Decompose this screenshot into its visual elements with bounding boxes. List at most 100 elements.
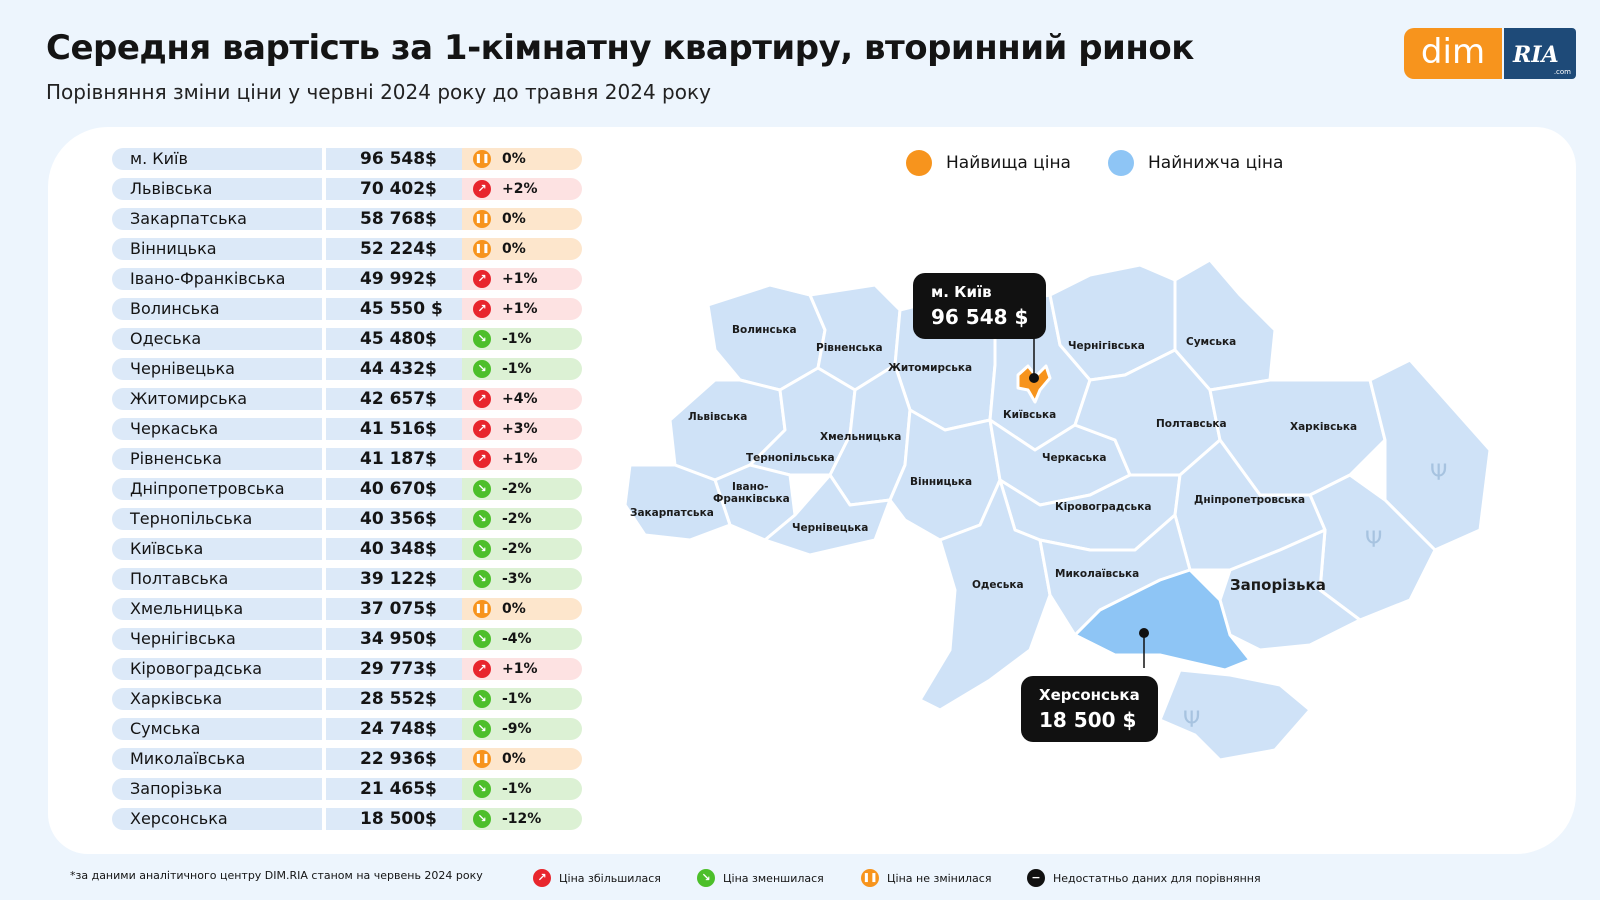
region-khersonska <box>1073 568 1252 672</box>
callout-kyiv-price: 96 548 $ <box>931 305 1029 329</box>
price-change: ↘ -1% <box>462 778 582 800</box>
region-price: 70 402$ <box>326 178 462 200</box>
region-chernivetska <box>763 473 892 557</box>
price-change: ↘ -2% <box>462 508 582 530</box>
arrow-down-icon: ↘ <box>473 570 491 588</box>
label-zakarpatska: Закарпатська <box>630 507 714 519</box>
price-change-value: 0% <box>502 601 526 617</box>
region-name: Тернопільська <box>112 508 322 530</box>
region-price: 49 992$ <box>326 268 462 290</box>
region-price: 58 768$ <box>326 208 462 230</box>
arrow-down-icon: ↘ <box>473 810 491 828</box>
price-change-value: -12% <box>502 811 542 827</box>
arrow-down-icon: ↘ <box>473 630 491 648</box>
table-row: Чернігівська 34 950$ ↘ -4% <box>112 628 582 650</box>
legend-highest: Найвища ціна <box>906 150 1071 176</box>
region-price: 28 552$ <box>326 688 462 710</box>
region-name: Кіровоградська <box>112 658 322 680</box>
table-row: Чернівецька 44 432$ ↘ -1% <box>112 358 582 380</box>
price-change-value: +2% <box>502 181 538 197</box>
price-change: ❚❚ 0% <box>462 598 582 620</box>
label-kyivska: Київська <box>1003 409 1056 421</box>
price-change-value: 0% <box>502 241 526 257</box>
table-row: Житомирська 42 657$ ↗ +4% <box>112 388 582 410</box>
label-sumska: Сумська <box>1186 336 1236 348</box>
table-row: Львівська 70 402$ ↗ +2% <box>112 178 582 200</box>
region-name: Вінницька <box>112 238 322 260</box>
label-zhytomyrska: Житомирська <box>888 362 972 374</box>
label-zaporizka: Запорізька <box>1230 576 1326 594</box>
price-change: ↗ +1% <box>462 268 582 290</box>
region-name: Івано-Франківська <box>112 268 322 290</box>
price-change-value: +1% <box>502 271 538 287</box>
price-change-value: +3% <box>502 421 538 437</box>
region-name: Київська <box>112 538 322 560</box>
arrow-up-icon: ↗ <box>473 180 491 198</box>
table-row: м. Київ 96 548$ ❚❚ 0% <box>112 148 582 170</box>
pause-icon: ❚❚ <box>473 240 491 258</box>
legend-highest-label: Найвища ціна <box>946 153 1071 173</box>
price-change: ↗ +1% <box>462 658 582 680</box>
region-price: 96 548$ <box>326 148 462 170</box>
price-change-value: -2% <box>502 541 532 557</box>
price-change: ↗ +3% <box>462 418 582 440</box>
region-name: Житомирська <box>112 388 322 410</box>
arrow-down-icon: ↘ <box>473 480 491 498</box>
table-row: Сумська 24 748$ ↘ -9% <box>112 718 582 740</box>
table-row: Івано-Франківська 49 992$ ↗ +1% <box>112 268 582 290</box>
price-change-value: 0% <box>502 751 526 767</box>
callout-kherson-name: Херсонська <box>1039 686 1140 704</box>
table-row: Тернопільська 40 356$ ↘ -2% <box>112 508 582 530</box>
region-luhanska <box>1368 358 1492 552</box>
table-row: Одеська 45 480$ ↘ -1% <box>112 328 582 350</box>
logo-ria-text: RIA <box>1513 42 1559 68</box>
arrow-up-icon: ↗ <box>473 660 491 678</box>
price-change: ↘ -4% <box>462 628 582 650</box>
trident-icon-crimea: Ψ <box>1183 708 1200 733</box>
price-change-value: -3% <box>502 571 532 587</box>
table-row: Херсонська 18 500$ ↘ -12% <box>112 808 582 830</box>
region-name: Чернівецька <box>112 358 322 380</box>
page-subtitle: Порівняння зміни ціни у червні 2024 року… <box>46 80 711 104</box>
table-row: Миколаївська 22 936$ ❚❚ 0% <box>112 748 582 770</box>
region-name: Сумська <box>112 718 322 740</box>
region-price: 29 773$ <box>326 658 462 680</box>
price-change-value: 0% <box>502 211 526 227</box>
price-change-value: +1% <box>502 301 538 317</box>
region-price: 40 348$ <box>326 538 462 560</box>
price-change: ❚❚ 0% <box>462 748 582 770</box>
region-price: 45 480$ <box>326 328 462 350</box>
price-change-value: -1% <box>502 361 532 377</box>
region-price: 41 187$ <box>326 448 462 470</box>
label-ivano-1: Івано- <box>732 481 768 493</box>
region-kyiv-city <box>1016 364 1052 404</box>
dim-ria-logo[interactable]: dim RIA .com <box>1404 28 1576 79</box>
region-price: 24 748$ <box>326 718 462 740</box>
price-change: ↘ -2% <box>462 538 582 560</box>
price-change-value: -1% <box>502 331 532 347</box>
footer-legend-down: ↘ Ціна зменшилася <box>697 869 824 887</box>
price-change-value: -2% <box>502 511 532 527</box>
arrow-up-icon: ↗ <box>533 869 551 887</box>
price-change-value: -4% <box>502 631 532 647</box>
footer-nodata-label: Недостатньо даних для порівняння <box>1053 871 1261 885</box>
arrow-up-icon: ↗ <box>473 450 491 468</box>
price-change: ↘ -1% <box>462 328 582 350</box>
price-change: ↗ +1% <box>462 298 582 320</box>
table-row: Закарпатська 58 768$ ❚❚ 0% <box>112 208 582 230</box>
callout-kherson-price: 18 500 $ <box>1039 708 1137 732</box>
logo-com-text: .com <box>1553 68 1571 76</box>
callout-kherson: Херсонська 18 500 $ <box>1021 676 1158 742</box>
region-odeska <box>918 478 1052 712</box>
label-cherkaska: Черкаська <box>1042 452 1106 464</box>
region-price: 34 950$ <box>326 628 462 650</box>
price-change: ↘ -3% <box>462 568 582 590</box>
price-change-value: +4% <box>502 391 538 407</box>
region-name: Миколаївська <box>112 748 322 770</box>
label-ivano-2: Франківська <box>713 493 790 505</box>
footer-legend-nodata: − Недостатньо даних для порівняння <box>1027 869 1261 887</box>
region-name: Дніпропетровська <box>112 478 322 500</box>
arrow-down-icon: ↘ <box>473 360 491 378</box>
price-change: ↘ -1% <box>462 358 582 380</box>
price-change: ↘ -2% <box>462 478 582 500</box>
